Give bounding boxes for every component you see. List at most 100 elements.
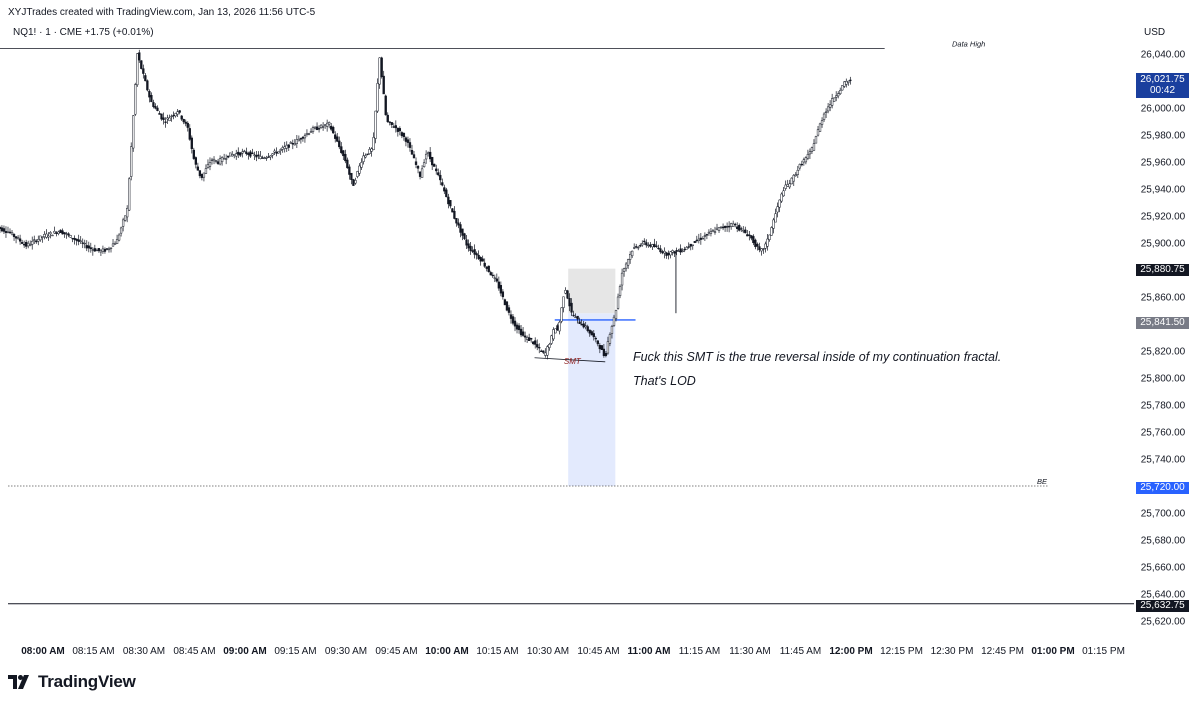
candle — [616, 293, 620, 310]
candle — [525, 335, 529, 343]
candle-body — [655, 245, 658, 247]
candle — [332, 125, 335, 134]
candle-body — [97, 248, 101, 251]
candle-body — [808, 151, 812, 155]
candle-body — [121, 219, 125, 227]
candle-body — [614, 310, 618, 319]
candle-body — [532, 341, 535, 345]
candle — [144, 73, 147, 82]
x-tick-label: 10:45 AM — [577, 646, 619, 657]
candle-body — [439, 174, 442, 181]
candle — [422, 159, 426, 168]
candle-body — [653, 243, 656, 248]
candle-body — [459, 224, 462, 233]
candle-body — [719, 226, 723, 228]
candle — [384, 94, 387, 116]
candle-body — [679, 248, 682, 253]
candle — [103, 247, 107, 254]
candle — [467, 239, 470, 252]
candle — [833, 97, 836, 102]
candle-body — [550, 335, 553, 344]
candle — [239, 152, 242, 158]
candle — [715, 223, 719, 231]
candle — [530, 337, 533, 343]
candle-body — [683, 248, 686, 251]
candle-body — [695, 239, 698, 242]
candle — [75, 238, 78, 246]
candle-body — [396, 127, 399, 132]
candle — [424, 150, 428, 164]
candle — [376, 78, 379, 113]
candle-body — [624, 263, 628, 269]
candle-body — [25, 241, 28, 247]
candle — [130, 142, 133, 181]
candle-body — [699, 237, 702, 240]
candle-body — [843, 81, 846, 87]
candle — [439, 170, 442, 186]
candle — [576, 315, 579, 324]
candle-body — [243, 150, 246, 153]
candle-body — [277, 151, 280, 154]
candle — [497, 276, 500, 291]
candle-body — [768, 234, 771, 240]
candle — [437, 168, 440, 177]
candle-body — [148, 91, 151, 98]
candle — [271, 153, 274, 159]
candle-body — [144, 75, 147, 82]
candle — [311, 125, 315, 134]
candle — [67, 232, 70, 238]
candle — [299, 137, 303, 144]
candle-body — [126, 208, 129, 218]
candle-body — [828, 104, 832, 108]
candle — [41, 236, 44, 243]
candle — [614, 309, 618, 322]
candle — [168, 114, 171, 122]
be-label: BE — [1037, 477, 1048, 486]
candle — [843, 81, 846, 88]
candle-body — [257, 154, 260, 157]
candle-body — [435, 168, 438, 172]
x-tick-label: 09:45 AM — [375, 646, 417, 657]
candle — [812, 139, 816, 151]
candle-body — [826, 106, 830, 112]
x-tick-label: 10:30 AM — [527, 646, 569, 657]
candle-body — [305, 133, 309, 135]
candle — [491, 272, 494, 279]
candle — [172, 111, 175, 120]
candle — [257, 151, 260, 160]
candle — [235, 149, 238, 160]
candle-body — [366, 153, 369, 156]
candle — [723, 225, 727, 232]
candle-body — [469, 245, 472, 251]
candle — [295, 135, 298, 149]
candle-body — [212, 158, 216, 162]
candle — [97, 248, 101, 253]
candle — [253, 151, 256, 160]
candle-body — [22, 244, 26, 246]
candle-body — [206, 164, 210, 168]
candle — [249, 150, 252, 158]
candle-body — [83, 242, 86, 245]
candle-body — [778, 199, 781, 208]
candle-body — [493, 277, 496, 279]
candle — [667, 250, 670, 260]
candle — [736, 222, 739, 233]
countdown-value: 00:42 — [1149, 85, 1176, 96]
candle-body — [160, 113, 163, 120]
tradingview-logo[interactable]: TradingView — [8, 672, 136, 692]
candle-body — [59, 229, 62, 233]
candle — [158, 110, 161, 115]
candle — [277, 150, 280, 154]
candle-body — [824, 111, 828, 113]
candle — [734, 222, 737, 228]
y-tick-label: 25,620.00 — [1141, 617, 1186, 628]
attribution-text: XYJTrades created with TradingView.com, … — [8, 7, 316, 18]
candle — [824, 108, 828, 119]
candle-body — [416, 165, 420, 169]
candle — [552, 327, 555, 342]
candle-body — [455, 218, 458, 224]
candle-body — [663, 250, 666, 254]
candle-body — [463, 233, 466, 239]
candle — [536, 339, 539, 351]
